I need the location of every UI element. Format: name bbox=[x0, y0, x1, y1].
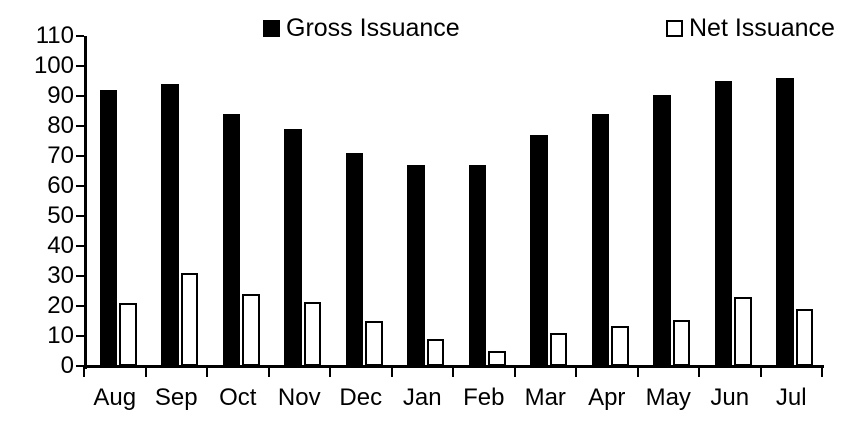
y-axis-tick bbox=[76, 65, 84, 68]
bar-gross-issuance-oct bbox=[222, 114, 240, 366]
x-axis-label-feb: Feb bbox=[463, 384, 505, 411]
x-axis-tick bbox=[206, 367, 209, 377]
bar-net-issuance-jul bbox=[795, 309, 813, 366]
y-axis-tick bbox=[76, 245, 84, 248]
bar-net-issuance-feb bbox=[488, 351, 506, 366]
x-axis-tick bbox=[390, 367, 393, 377]
x-axis-label-oct: Oct bbox=[219, 384, 257, 411]
bar-gross-issuance-may bbox=[653, 94, 671, 366]
bar-net-issuance-jun bbox=[734, 297, 752, 366]
x-axis-tick bbox=[759, 367, 762, 377]
legend-label-gross-issuance: Gross Issuance bbox=[286, 14, 460, 42]
bar-net-issuance-jan bbox=[426, 339, 444, 366]
y-axis-tick bbox=[76, 185, 84, 188]
x-axis-tick bbox=[267, 367, 270, 377]
x-axis-tick bbox=[575, 367, 578, 377]
x-axis-label-jul: Jul bbox=[775, 384, 807, 411]
x-axis-tick bbox=[821, 367, 824, 377]
y-axis-tick-label: 0 bbox=[60, 352, 74, 379]
x-axis-tick bbox=[329, 367, 332, 377]
y-axis-tick-label: 60 bbox=[47, 172, 74, 199]
legend-item-net-issuance: Net Issuance bbox=[666, 15, 835, 42]
bar-net-issuance-dec bbox=[365, 321, 383, 366]
bar-net-issuance-oct bbox=[242, 294, 260, 366]
y-axis-line bbox=[84, 36, 87, 369]
bar-gross-issuance-jan bbox=[407, 165, 425, 366]
legend-marker-gross-icon bbox=[263, 20, 280, 37]
bar-gross-issuance-jul bbox=[776, 78, 794, 366]
x-axis-tick bbox=[636, 367, 639, 377]
bar-net-issuance-nov bbox=[303, 301, 321, 366]
x-axis-tick bbox=[452, 367, 455, 377]
legend-label-net-issuance: Net Issuance bbox=[689, 14, 835, 42]
x-axis-label-nov: Nov bbox=[277, 384, 321, 411]
y-axis-tick-label: 80 bbox=[47, 112, 74, 139]
bar-net-issuance-sep bbox=[180, 273, 198, 366]
y-axis-tick bbox=[76, 125, 84, 128]
y-axis-tick bbox=[76, 35, 84, 38]
y-axis-tick-label: 40 bbox=[47, 232, 74, 259]
x-axis-label-jan: Jan bbox=[402, 384, 442, 411]
y-axis-tick-label: 90 bbox=[47, 82, 74, 109]
x-axis-label-dec: Dec bbox=[339, 384, 383, 411]
x-axis-label-may: May bbox=[645, 384, 691, 411]
y-axis-tick-label: 110 bbox=[35, 22, 74, 49]
y-axis-tick bbox=[76, 335, 84, 338]
bar-net-issuance-aug bbox=[119, 303, 137, 366]
bar-gross-issuance-jun bbox=[714, 81, 732, 366]
y-axis-tick bbox=[76, 275, 84, 278]
x-axis-tick bbox=[83, 367, 86, 377]
bar-gross-issuance-mar bbox=[530, 135, 548, 366]
x-axis-label-jun: Jun bbox=[710, 384, 750, 411]
x-axis-tick bbox=[698, 367, 701, 377]
bar-gross-issuance-apr bbox=[591, 114, 609, 366]
x-axis-line bbox=[84, 365, 824, 368]
y-axis-tick-label: 70 bbox=[47, 142, 74, 169]
y-axis-tick-label: 100 bbox=[33, 52, 74, 79]
x-axis-label-sep: Sep bbox=[154, 384, 198, 411]
bar-gross-issuance-dec bbox=[345, 153, 363, 366]
legend-marker-net-icon bbox=[666, 20, 683, 37]
bar-gross-issuance-aug bbox=[99, 90, 117, 366]
y-axis-tick bbox=[76, 215, 84, 218]
x-axis-tick bbox=[513, 367, 516, 377]
y-axis-tick bbox=[76, 155, 84, 158]
bar-net-issuance-mar bbox=[549, 333, 567, 366]
bar-net-issuance-apr bbox=[611, 325, 629, 366]
y-axis-tick-label: 10 bbox=[47, 322, 74, 349]
bar-gross-issuance-feb bbox=[468, 165, 486, 366]
bar-gross-issuance-sep bbox=[161, 84, 179, 366]
x-axis-label-mar: Mar bbox=[524, 384, 566, 411]
bar-net-issuance-may bbox=[672, 319, 690, 366]
y-axis-tick-label: 50 bbox=[47, 202, 74, 229]
y-axis-tick-label: 30 bbox=[47, 262, 74, 289]
bar-gross-issuance-nov bbox=[284, 129, 302, 366]
x-axis-tick bbox=[144, 367, 147, 377]
y-axis-tick bbox=[76, 95, 84, 98]
y-axis-tick bbox=[76, 365, 84, 368]
x-axis-label-apr: Apr bbox=[588, 384, 626, 411]
x-axis-label-aug: Aug bbox=[93, 384, 137, 411]
y-axis-tick bbox=[76, 305, 84, 308]
y-axis-tick-label: 20 bbox=[47, 292, 74, 319]
legend-item-gross-issuance: Gross Issuance bbox=[263, 15, 460, 42]
